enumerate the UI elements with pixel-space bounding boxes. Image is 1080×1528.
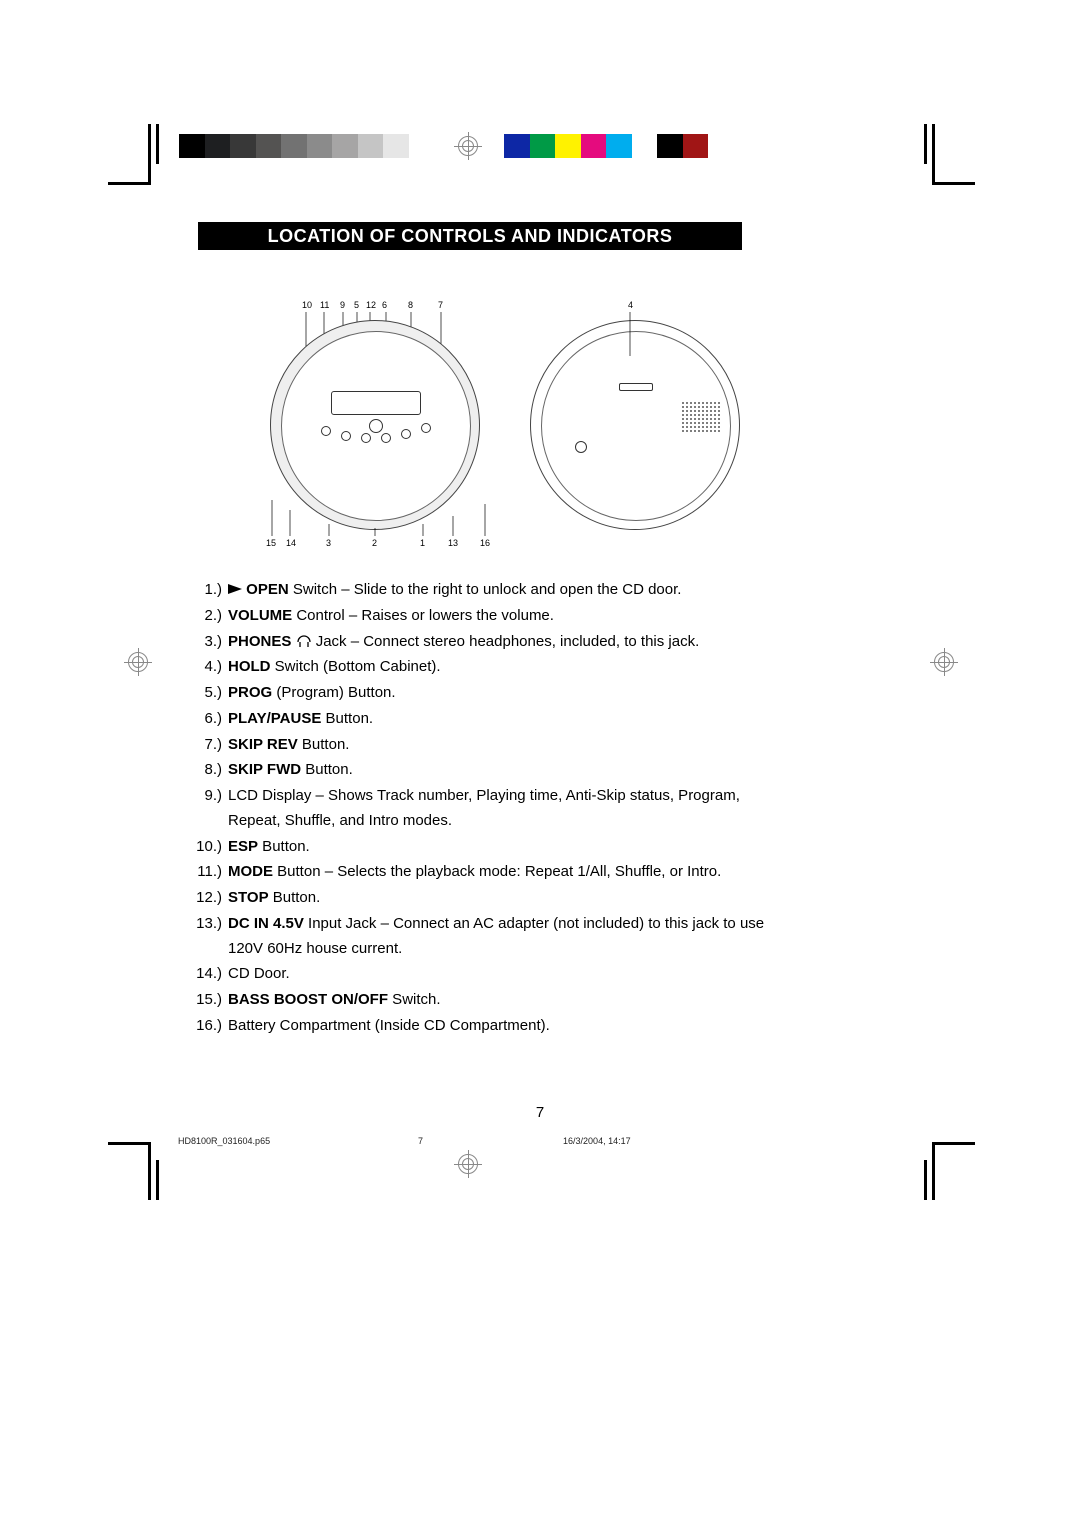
list-item: 13.)DC IN 4.5V Input Jack – Connect an A…	[188, 912, 776, 962]
registration-mark-icon	[930, 648, 958, 676]
crop-mark	[924, 1160, 927, 1200]
list-item: 9.)LCD Display – Shows Track number, Pla…	[188, 784, 776, 834]
registration-mark-icon	[124, 648, 152, 676]
leader-lines	[625, 310, 635, 360]
crop-mark	[932, 182, 975, 185]
item-text: HOLD Switch (Bottom Cabinet).	[222, 655, 441, 680]
document-page: LOCATION OF CONTROLS AND INDICATORS 10 1…	[0, 0, 1080, 1528]
list-item: 16.)Battery Compartment (Inside CD Compa…	[188, 1014, 776, 1039]
item-text: PHONES Jack – Connect stereo headphones,…	[222, 630, 699, 655]
registration-mark-icon	[454, 132, 482, 160]
item-text: OPEN Switch – Slide to the right to unlo…	[222, 578, 681, 603]
list-item: 10.)ESP Button.	[188, 835, 776, 860]
list-item: 14.)CD Door.	[188, 962, 776, 987]
crop-mark	[924, 124, 927, 164]
item-text: MODE Button – Selects the playback mode:…	[222, 860, 721, 885]
item-number: 9.)	[188, 784, 222, 834]
item-number: 3.)	[188, 630, 222, 655]
item-number: 6.)	[188, 707, 222, 732]
list-item: 1.) OPEN Switch – Slide to the right to …	[188, 578, 776, 603]
item-number: 11.)	[188, 860, 222, 885]
list-item: 15.)BASS BOOST ON/OFF Switch.	[188, 988, 776, 1013]
item-number: 10.)	[188, 835, 222, 860]
footer: HD8100R_031604.p65 7 16/3/2004, 14:17	[178, 1136, 778, 1146]
item-text: STOP Button.	[222, 886, 320, 911]
crop-mark	[932, 1142, 975, 1145]
footer-page: 7	[361, 1136, 481, 1146]
crop-mark	[156, 1160, 159, 1200]
item-text: ESP Button.	[222, 835, 310, 860]
list-item: 8.)SKIP FWD Button.	[188, 758, 776, 783]
crop-mark	[932, 124, 935, 182]
crop-mark	[148, 124, 151, 182]
controls-list: 1.) OPEN Switch – Slide to the right to …	[188, 578, 776, 1040]
item-number: 7.)	[188, 733, 222, 758]
item-number: 5.)	[188, 681, 222, 706]
list-item: 12.)STOP Button.	[188, 886, 776, 911]
controls-diagram: 10 11 9 5 12 6 8 7	[270, 290, 750, 550]
item-number: 4.)	[188, 655, 222, 680]
item-text: DC IN 4.5V Input Jack – Connect an AC ad…	[222, 912, 776, 962]
headphones-icon	[296, 633, 312, 650]
list-item: 4.)HOLD Switch (Bottom Cabinet).	[188, 655, 776, 680]
crop-mark	[108, 182, 151, 185]
item-text: BASS BOOST ON/OFF Switch.	[222, 988, 441, 1013]
item-text: CD Door.	[222, 962, 290, 987]
item-number: 16.)	[188, 1014, 222, 1039]
cd-player-bottom-view	[530, 320, 740, 530]
item-text: Battery Compartment (Inside CD Compartme…	[222, 1014, 550, 1039]
section-heading: LOCATION OF CONTROLS AND INDICATORS	[198, 222, 742, 250]
item-number: 8.)	[188, 758, 222, 783]
registration-mark-icon	[454, 1150, 482, 1178]
item-number: 13.)	[188, 912, 222, 962]
crop-mark	[108, 1142, 151, 1145]
callout-number: 4	[628, 300, 633, 310]
footer-filename: HD8100R_031604.p65	[178, 1136, 358, 1146]
item-number: 1.)	[188, 578, 222, 603]
list-item: 6.)PLAY/PAUSE Button.	[188, 707, 776, 732]
list-item: 3.)PHONES Jack – Connect stereo headphon…	[188, 630, 776, 655]
grayscale-bar	[179, 134, 434, 158]
item-text: LCD Display – Shows Track number, Playin…	[222, 784, 776, 834]
item-text: PROG (Program) Button.	[222, 681, 396, 706]
crop-mark	[932, 1142, 935, 1200]
footer-datetime: 16/3/2004, 14:17	[563, 1136, 743, 1146]
list-item: 11.)MODE Button – Selects the playback m…	[188, 860, 776, 885]
page-number: 7	[0, 1104, 1080, 1121]
list-item: 2.)VOLUME Control – Raises or lowers the…	[188, 604, 776, 629]
leader-lines	[270, 480, 500, 540]
list-item: 7.)SKIP REV Button.	[188, 733, 776, 758]
crop-mark	[148, 1142, 151, 1200]
item-number: 14.)	[188, 962, 222, 987]
item-number: 2.)	[188, 604, 222, 629]
item-text: VOLUME Control – Raises or lowers the vo…	[222, 604, 554, 629]
item-number: 12.)	[188, 886, 222, 911]
item-text: SKIP FWD Button.	[222, 758, 353, 783]
crop-mark	[156, 124, 159, 164]
color-bar	[504, 134, 708, 158]
item-text: SKIP REV Button.	[222, 733, 349, 758]
play-arrow-icon	[228, 578, 242, 603]
item-number: 15.)	[188, 988, 222, 1013]
list-item: 5.)PROG (Program) Button.	[188, 681, 776, 706]
item-text: PLAY/PAUSE Button.	[222, 707, 373, 732]
